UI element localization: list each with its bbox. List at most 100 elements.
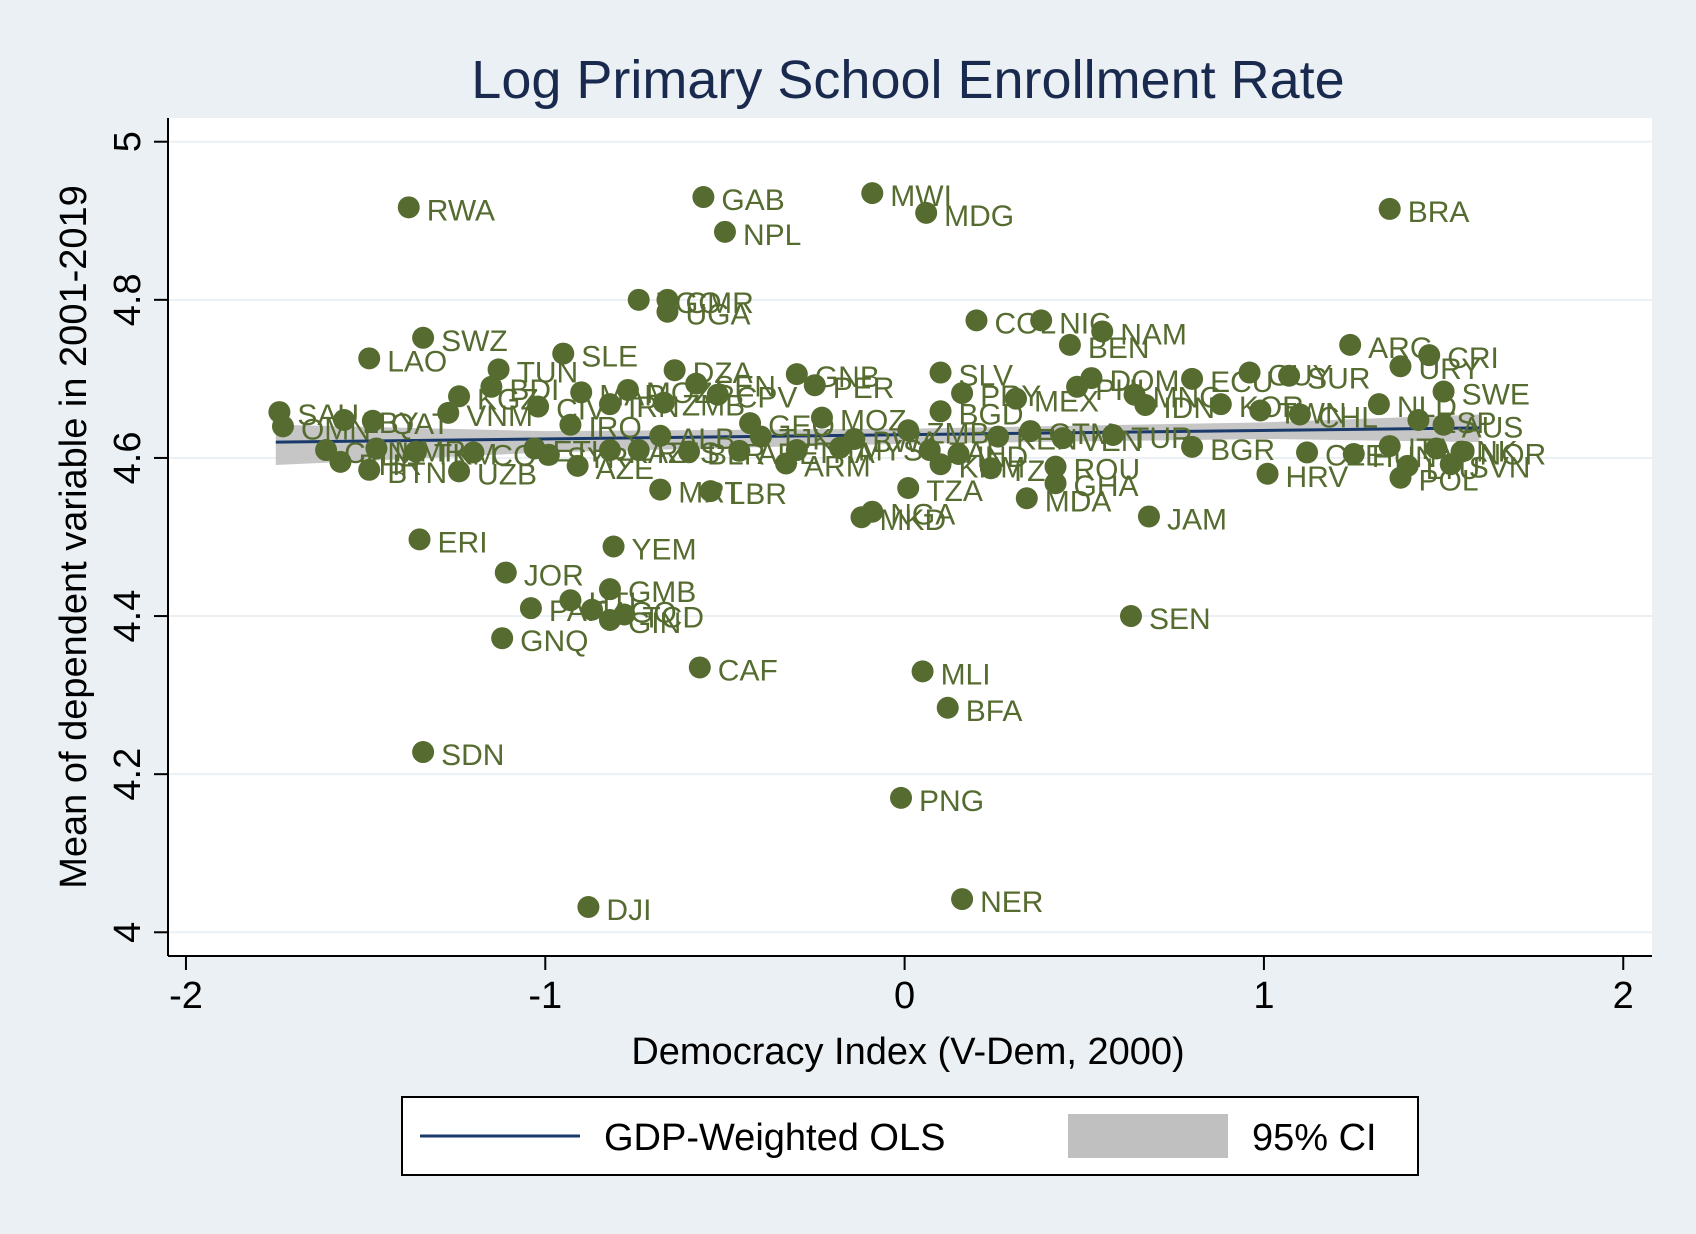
data-point <box>404 440 427 463</box>
point-label: ZMB <box>682 390 745 423</box>
data-point <box>581 598 603 621</box>
point-label: THA <box>815 437 875 470</box>
data-point <box>656 300 679 323</box>
point-label: TJK <box>779 424 832 457</box>
point-label: ARG <box>1368 332 1433 365</box>
fit-line <box>275 426 1480 444</box>
y-tick-label: 4.2 <box>107 748 149 801</box>
point-label: SWE <box>1462 379 1530 412</box>
data-point <box>397 196 420 219</box>
x-tick-label: -1 <box>528 975 562 1017</box>
data-point <box>1044 472 1067 495</box>
data-point <box>965 309 988 332</box>
data-point <box>598 393 621 416</box>
point-label: MOZ <box>840 405 907 438</box>
data-point <box>803 374 826 397</box>
point-label: IDN <box>1163 392 1215 425</box>
chart-title: Log Primary School Enrollment Rate <box>471 50 1344 110</box>
data-point <box>1256 462 1279 485</box>
data-point <box>678 440 701 463</box>
data-point <box>1044 455 1067 478</box>
point-label: SUR <box>1307 363 1370 396</box>
data-point <box>616 378 639 401</box>
legend-label-ols: GDP-Weighted OLS <box>604 1117 945 1159</box>
data-point <box>936 696 959 719</box>
point-label: YEM <box>632 533 697 566</box>
legend: GDP-Weighted OLS 95% CI <box>401 1096 1419 1176</box>
point-label: CAF <box>718 654 778 687</box>
point-label: LAO <box>387 345 447 378</box>
point-label: ETH <box>553 435 613 468</box>
point-label: RUS <box>657 437 720 470</box>
x-tick-label: 2 <box>1613 975 1634 1017</box>
data-point <box>1418 344 1441 367</box>
point-label: DJI <box>606 894 651 927</box>
x-ticks: -2 -1 0 1 2 <box>169 956 1634 1017</box>
data-point <box>688 656 711 679</box>
data-point <box>987 425 1010 448</box>
data-point <box>951 888 974 911</box>
point-label: CIV <box>556 394 606 427</box>
data-point <box>929 453 952 476</box>
data-point <box>1425 437 1448 460</box>
point-label: IRN <box>628 391 680 424</box>
point-label: HRV <box>1286 461 1349 494</box>
point-label: LTU <box>1426 453 1480 486</box>
point-label: URY <box>1418 353 1481 386</box>
point-label: COL <box>994 307 1056 340</box>
data-point <box>828 436 851 459</box>
data-point <box>566 454 589 477</box>
data-point <box>437 401 460 424</box>
point-label: TCD <box>642 601 704 634</box>
point-label: OMN <box>301 413 371 446</box>
data-point <box>713 220 736 243</box>
point-label: NOR <box>1480 439 1547 472</box>
data-point <box>519 597 542 620</box>
point-label: MOZ <box>646 377 713 410</box>
ci-band-layer <box>275 414 1480 466</box>
data-point <box>749 425 772 448</box>
data-point <box>462 441 485 464</box>
data-point <box>890 786 913 809</box>
point-label: IND <box>977 441 1029 474</box>
point-label: TZA <box>926 475 983 508</box>
data-point <box>1367 393 1390 416</box>
data-point <box>598 578 621 601</box>
point-label: CPV <box>736 382 798 415</box>
point-label: SEN <box>1149 603 1211 636</box>
point-label: BRA <box>1408 196 1470 229</box>
point-label: DZA <box>693 357 753 390</box>
data-point <box>1389 355 1412 378</box>
data-point <box>602 535 625 558</box>
point-label: BWA <box>872 426 939 459</box>
point-label: JOR <box>524 560 584 593</box>
legend-label-ci: 95% CI <box>1252 1117 1377 1159</box>
point-label: MRT <box>678 477 742 510</box>
point-label: NIC <box>1059 307 1111 340</box>
point-label: ARE <box>757 438 819 471</box>
point-label: PHL <box>1095 374 1153 407</box>
data-point <box>911 660 934 683</box>
y-tick-label: 5 <box>107 131 149 152</box>
data-point <box>1249 399 1272 422</box>
point-label: KAZ <box>628 437 686 470</box>
point-label: MWI <box>890 180 952 213</box>
point-label: VNM <box>466 400 533 433</box>
data-point <box>663 359 686 382</box>
data-point <box>652 391 675 414</box>
point-label: GUY <box>1268 360 1333 393</box>
data-point <box>448 460 471 483</box>
point-label: CHL <box>1318 401 1378 434</box>
point-label: GAB <box>721 184 784 217</box>
point-label: PNG <box>919 785 984 818</box>
point-label: ROU <box>1074 454 1141 487</box>
point-label: ECU <box>1210 366 1273 399</box>
data-point <box>358 347 381 370</box>
point-label: ZMB <box>926 417 989 450</box>
point-label: GMB <box>628 576 696 609</box>
y-tick-label: 4 <box>107 922 149 943</box>
data-point <box>271 415 294 438</box>
data-point <box>365 437 388 460</box>
point-label: SYR <box>567 442 629 475</box>
